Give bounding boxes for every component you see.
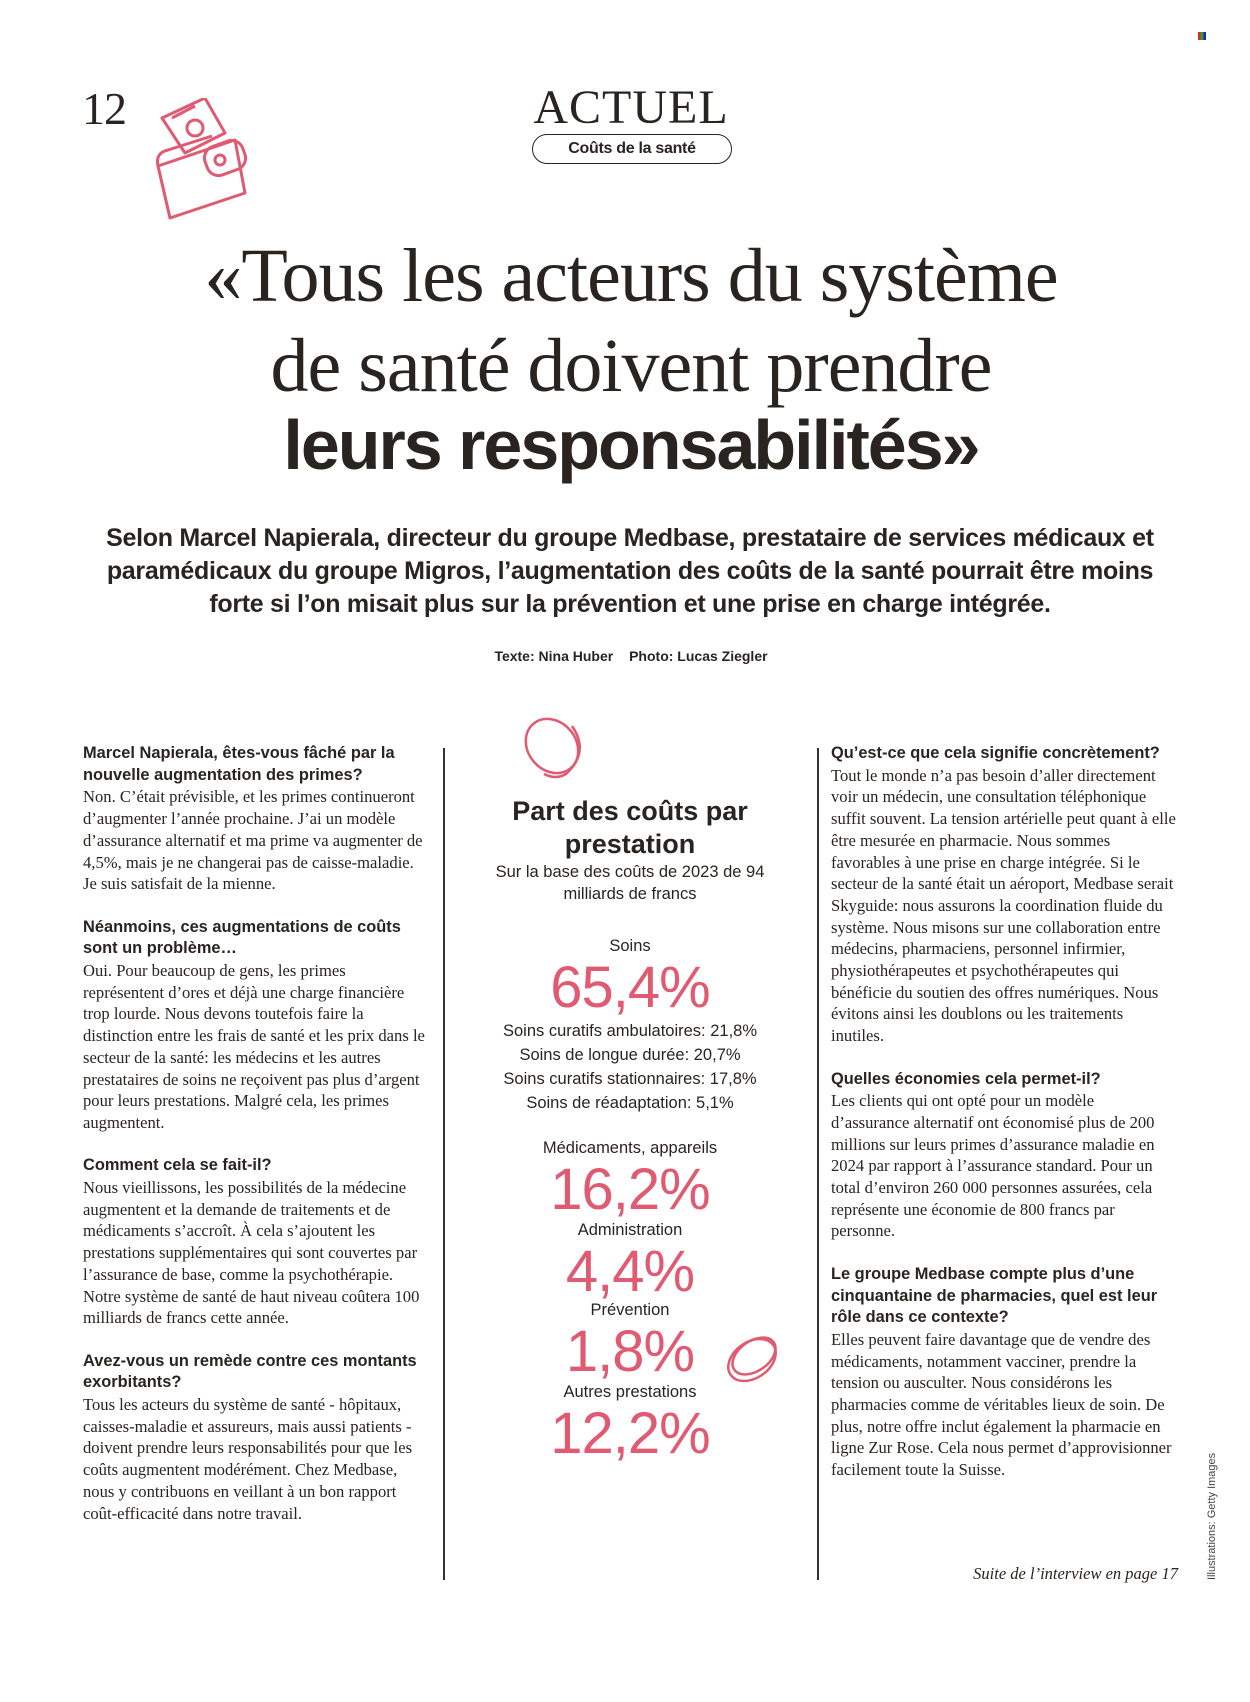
qa-block: Avez-vous un remède contre ces montants … (83, 1351, 428, 1525)
continued-note: Suite de l’interview en page 17 (973, 1564, 1178, 1583)
stat-value: 12,2% (550, 1401, 710, 1466)
right-column: Qu’est-ce que cela signifie concrètement… (831, 743, 1176, 1503)
stat-detail: Soins curatifs stationnaires: 17,8% (503, 1070, 757, 1088)
question: Qu’est-ce que cela signifie concrètement… (831, 744, 1160, 762)
topic-tag: Coûts de la santé (532, 134, 732, 164)
photo-credit: Photo: Lucas Ziegler (629, 648, 768, 664)
answer: Tous les acteurs du système de santé - h… (83, 1395, 413, 1523)
qa-block: Marcel Napierala, êtes-vous fâché par la… (83, 743, 428, 895)
stat-detail: Soins curatifs ambulatoires: 21,8% (502, 1022, 758, 1040)
question: Le groupe Medbase compte plus d’une cinq… (831, 1264, 1158, 1327)
infobox-title: Part des coûts par prestation (512, 796, 748, 859)
stat-value: 1,8% (565, 1319, 695, 1384)
column-divider (443, 748, 445, 1580)
pill-icon (727, 1336, 777, 1383)
stat-detail: Soins de longue durée: 20,7% (519, 1046, 741, 1064)
credits: Texte: Nina Huber Photo: Lucas Ziegler (0, 648, 1250, 664)
intro-lead: Selon Marcel Napierala, directeur du gro… (106, 524, 1154, 618)
column-divider (817, 748, 819, 1580)
qa-block: Quelles économies cela permet-il? Les cli… (831, 1069, 1176, 1243)
cost-share-infobox: Part des coûts par prestation Sur la bas… (460, 715, 800, 1465)
page-number: 12 (82, 83, 127, 134)
headline-line-1: «Tous les acteurs du système (204, 234, 1058, 318)
headline-line-2: de santé doivent prendre (270, 324, 993, 408)
answer: Les clients qui ont opté pour un modèle … (831, 1091, 1155, 1241)
stat-value: 16,2% (550, 1157, 710, 1222)
question: Marcel Napierala, êtes-vous fâché par la… (83, 744, 395, 784)
question: Comment cela se fait-il? (83, 1156, 272, 1175)
question: Néanmoins, ces augmentations de coûts so… (83, 917, 401, 958)
answer: Non. C’était prévisible, et les primes c… (83, 787, 423, 894)
stat-label: Autres prestations (563, 1383, 697, 1401)
color-marker (1198, 32, 1206, 40)
answer: Nous vieillissons, les possibilités de l… (83, 1178, 420, 1328)
question: Avez-vous un remède contre ces montants … (83, 1351, 417, 1392)
headline-line-3: leurs responsabilités» (283, 406, 980, 484)
image-credit: Illustrations: Getty Images (1206, 1452, 1218, 1580)
qa-block: Néanmoins, ces augmentations de coûts so… (83, 917, 428, 1134)
qa-block: Qu’est-ce que cela signifie concrètement… (831, 743, 1176, 1047)
author-credit: Texte: Nina Huber (494, 648, 614, 664)
stat-detail: Soins de réadaptation: 5,1% (526, 1094, 734, 1112)
section-title: ACTUEL (533, 81, 729, 134)
stat-label: Prévention (590, 1301, 670, 1319)
answer: Elles peuvent faire davantage que de ven… (831, 1329, 1172, 1480)
question: Quelles économies cela permet-il? (831, 1069, 1101, 1088)
stat-label: Administration (577, 1221, 683, 1239)
infobox-subtitle: Sur la base des coûts de 2023 de 94 mill… (495, 863, 765, 903)
pill-icon (524, 717, 581, 779)
stat-label: Soins (609, 937, 651, 955)
answer: Oui. Pour beaucoup de gens, les primes r… (83, 961, 425, 1132)
stat-value: 65,4% (550, 955, 710, 1020)
qa-block: Le groupe Medbase compte plus d’une cinq… (831, 1264, 1176, 1481)
wallet-money-icon (156, 98, 248, 220)
stat-label: Médicaments, appareils (542, 1139, 718, 1157)
stat-value: 4,4% (565, 1239, 695, 1304)
answer: Tout le monde n’a pas besoin d’aller dir… (831, 765, 1176, 1046)
qa-block: Comment cela se fait-il? Nous vieillisson… (83, 1155, 428, 1329)
left-column: Marcel Napierala, êtes-vous fâché par la… (83, 743, 428, 1546)
